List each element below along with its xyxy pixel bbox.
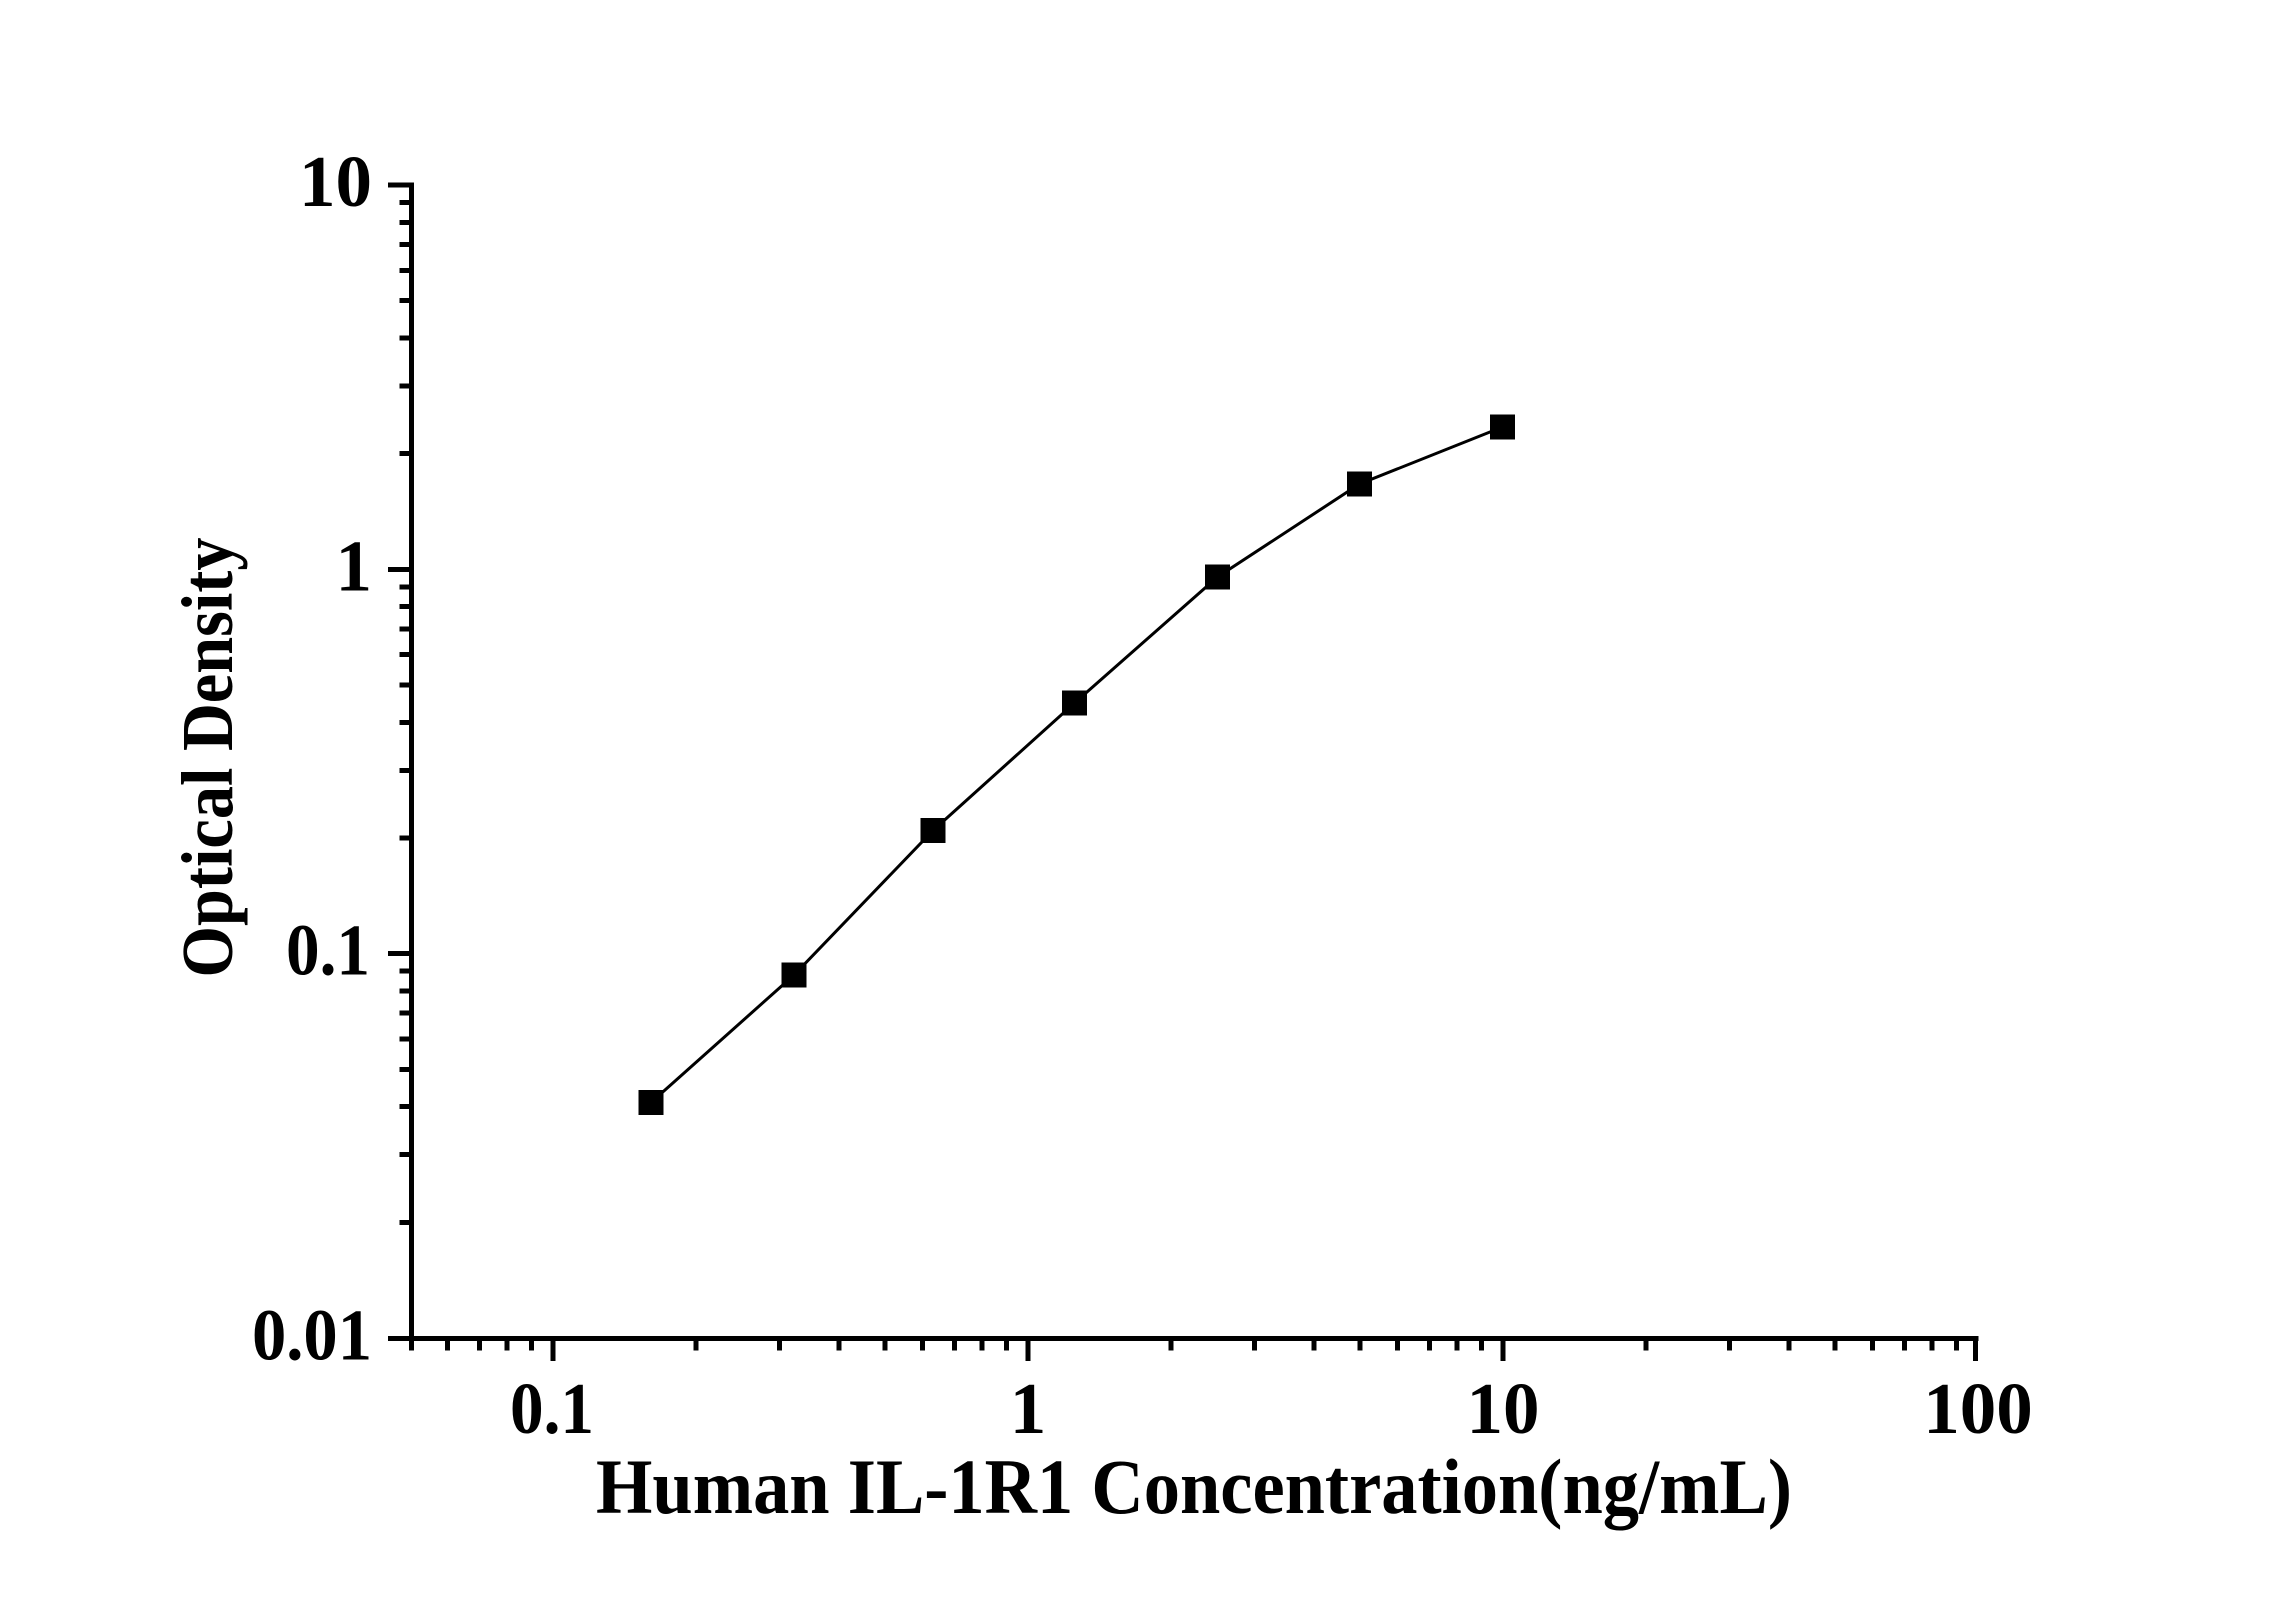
svg-text:0.01: 0.01 [252, 1295, 372, 1376]
svg-text:1: 1 [1010, 1368, 1047, 1449]
svg-text:100: 100 [1923, 1368, 2033, 1449]
svg-text:Optical Density: Optical Density [167, 538, 248, 978]
svg-text:Human IL-1R1 Concentration(ng/: Human IL-1R1 Concentration(ng/mL) [596, 1443, 1792, 1530]
svg-text:0.1: 0.1 [286, 910, 370, 991]
svg-text:1: 1 [336, 526, 373, 607]
svg-text:10: 10 [299, 141, 372, 222]
svg-text:0.1: 0.1 [510, 1368, 594, 1449]
svg-text:10: 10 [1467, 1368, 1540, 1449]
